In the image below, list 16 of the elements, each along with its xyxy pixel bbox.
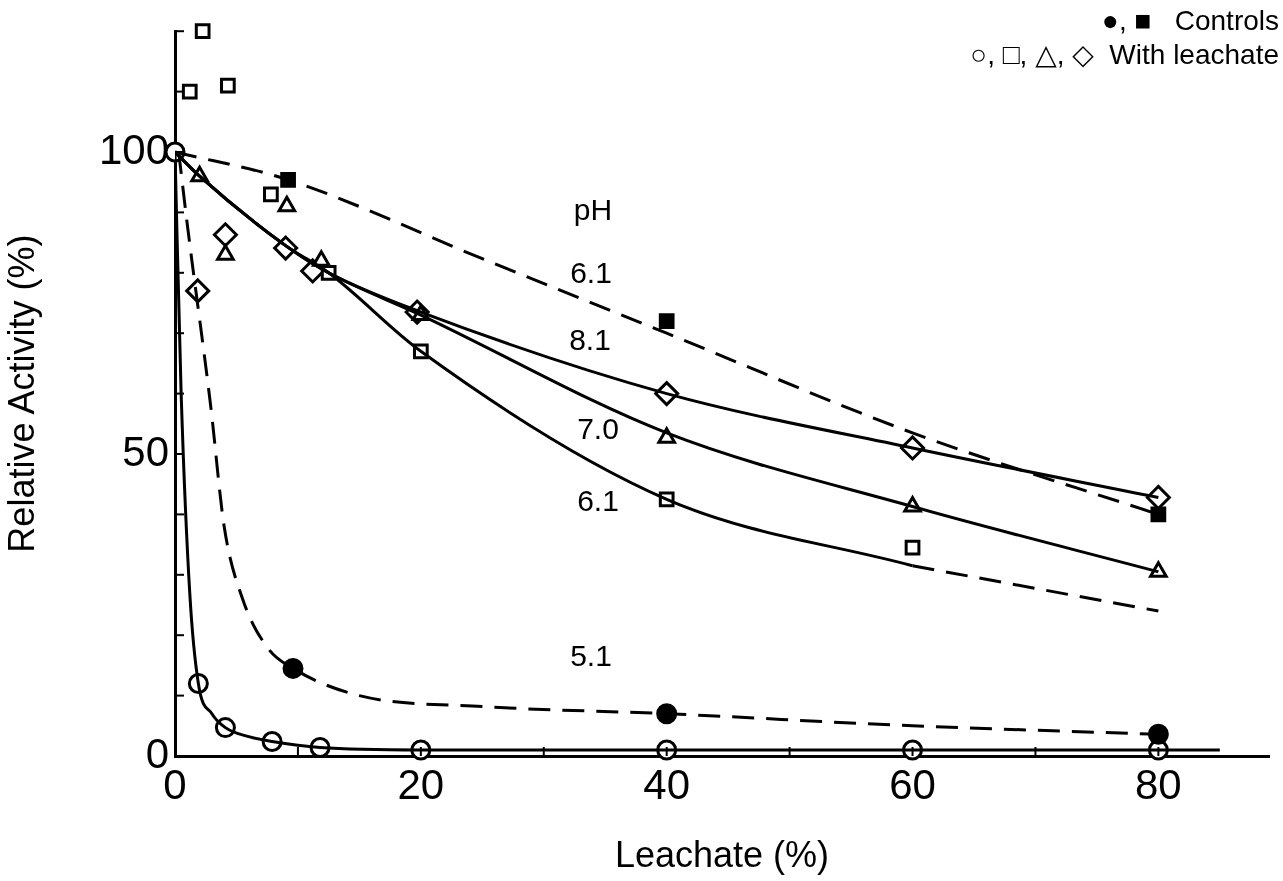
x-axis-title: Leachate (%): [614, 834, 830, 876]
annotation: ○, □, △, ◇ With leachate: [970, 38, 1279, 70]
y-tick-label: 50: [122, 427, 169, 475]
x-tick-label: 60: [889, 760, 936, 808]
annotation: 8.1: [569, 323, 611, 357]
annotation: pH: [573, 193, 613, 227]
x-tick-label: 80: [1135, 760, 1182, 808]
annotation: 6.1: [570, 256, 612, 290]
x-tick-label: 40: [643, 760, 691, 808]
x-tick-label: 20: [397, 760, 445, 808]
annotation: 6.1: [577, 484, 619, 518]
y-axis-title: Relative Activity (%): [0, 234, 42, 553]
annotation: 5.1: [570, 639, 612, 673]
annotation: ●, ■ Controls: [1102, 4, 1279, 36]
annotation: 7.0: [577, 412, 619, 446]
y-tick-label: 100: [98, 125, 169, 173]
